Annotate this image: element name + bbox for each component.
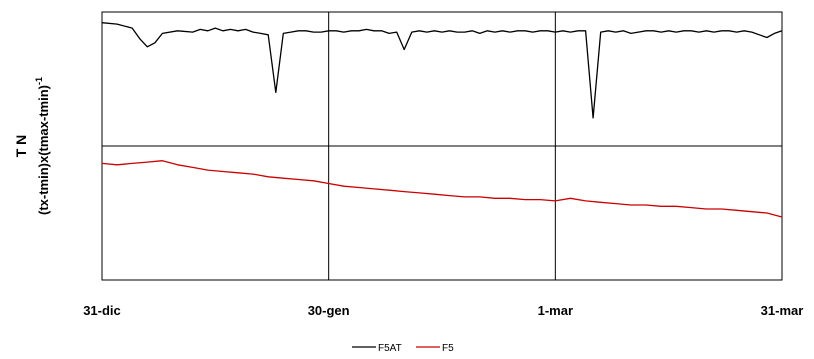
legend-label: F5AT	[378, 343, 402, 354]
x-tick-label: 1-mar	[538, 303, 573, 318]
x-tick-labels: 31-dic 30-gen 1-mar 31-mar	[83, 303, 803, 318]
x-tick-label: 31-mar	[761, 303, 804, 318]
y-axis-title-line1: T N	[13, 135, 29, 158]
y-axis-title-line2: (tx-tmin)x(tmax-tmin)-1	[34, 77, 51, 215]
legend: F5AT F5	[352, 343, 454, 354]
legend-label: F5	[442, 343, 454, 354]
x-tick-label: 30-gen	[308, 303, 350, 318]
x-tick-label: 31-dic	[83, 303, 121, 318]
y-axis-title: T N (tx-tmin)x(tmax-tmin)-1	[13, 77, 51, 215]
